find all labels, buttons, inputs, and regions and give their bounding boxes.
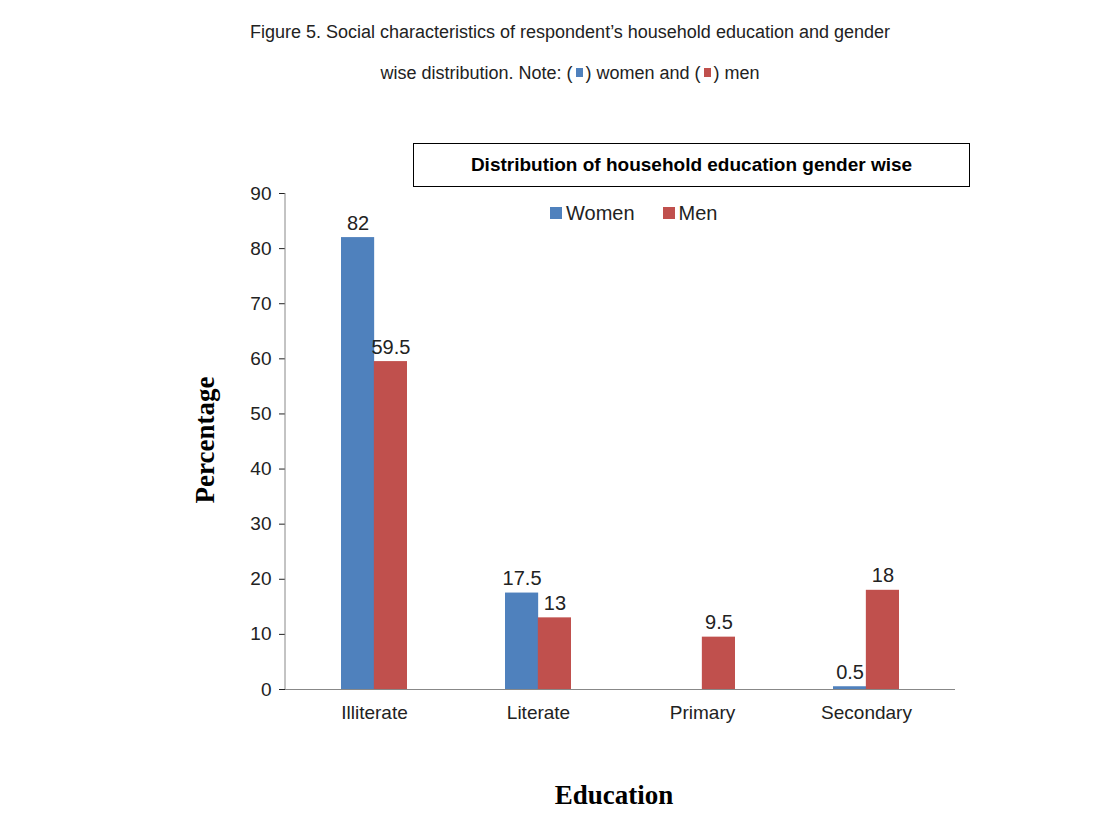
svg-text:9.5: 9.5 [705, 611, 733, 633]
svg-text:Primary: Primary [670, 702, 736, 723]
svg-text:Secondary: Secondary [821, 702, 912, 723]
svg-text:70: 70 [250, 293, 271, 314]
html-text:Education: Education [554, 779, 674, 810]
svg-text:60: 60 [250, 348, 271, 369]
svg-text:50: 50 [250, 403, 271, 424]
svg-text:18: 18 [872, 564, 894, 586]
svg-text:82: 82 [347, 212, 369, 234]
svg-text:13: 13 [544, 592, 566, 614]
svg-text:0: 0 [261, 679, 272, 700]
html-text:Men: Men [678, 202, 718, 224]
html-text:) men: ) men [713, 63, 760, 83]
html-text:Percentage: Percentage [189, 376, 220, 504]
svg-text:17.5: 17.5 [503, 567, 542, 589]
svg-text:80: 80 [250, 238, 271, 259]
svg-text:40: 40 [250, 458, 271, 479]
svg-text:59.5: 59.5 [371, 336, 410, 358]
svg-text:Illiterate: Illiterate [341, 702, 408, 723]
svg-text:Literate: Literate [507, 702, 570, 723]
svg-text:20: 20 [250, 568, 271, 589]
html-text:Women: Women [566, 202, 635, 224]
svg-text:10: 10 [250, 623, 271, 644]
html-text:Distribution of household educ: Distribution of household education gend… [470, 154, 913, 175]
html-text:) women and (: ) women and ( [585, 63, 701, 83]
html-text:Figure 5. Social characteristi: Figure 5. Social characteristics of resp… [250, 22, 890, 83]
svg-text:30: 30 [250, 513, 271, 534]
svg-text:90: 90 [250, 183, 271, 204]
svg-text:0.5: 0.5 [836, 661, 864, 683]
